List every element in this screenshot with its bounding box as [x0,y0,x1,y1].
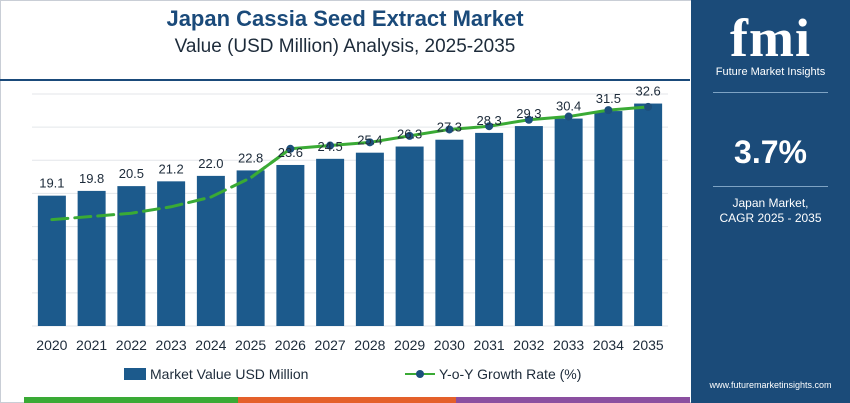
title-divider [0,79,690,81]
value-label-2021: 19.8 [79,171,104,186]
bar-2027 [316,158,345,326]
growth-marker-2027 [326,141,335,150]
value-label-2024: 22.0 [198,156,223,171]
x-tick-2028: 2028 [354,337,385,353]
x-tick-2029: 2029 [394,337,425,353]
cagr-value: 3.7% [734,134,807,170]
growth-line-dashed [50,147,292,222]
footer-segment-purple [456,397,690,403]
x-tick-2027: 2027 [315,337,346,353]
value-label-2026: 23.6 [278,145,303,160]
value-label-2023: 21.2 [158,161,183,176]
x-tick-2024: 2024 [195,337,226,353]
x-tick-2026: 2026 [275,337,306,353]
fmi-logo: fmi [730,8,811,68]
growth-marker-2035 [644,102,653,111]
bar-2030 [435,139,464,326]
bar-2020 [37,195,66,326]
x-tick-2034: 2034 [593,337,624,353]
legend-item-market-value: Market Value USD Million [124,364,308,384]
website-url: www.futuremarketinsights.com [709,380,832,390]
legend-bar-swatch [124,368,146,380]
value-label-2020: 19.1 [39,176,64,191]
footer-segment-orange [238,397,456,403]
logo-tagline: Future Market Insights [715,66,826,78]
x-tick-2033: 2033 [553,337,584,353]
chart-subtitle: Value (USD Million) Analysis, 2025-2035 [174,36,516,57]
growth-marker-2029 [405,131,414,140]
growth-marker-2026 [286,144,295,153]
x-tick-2023: 2023 [156,337,187,353]
bar-2022 [117,186,146,326]
bar-2029 [395,146,424,326]
legend-bar-label: Market Value USD Million [150,366,309,382]
brand-panel: fmi Future Market Insights 3.7% Japan Ma… [691,0,850,403]
value-label-2031: 28.3 [476,113,501,128]
value-label-2022: 20.5 [119,166,144,181]
x-axis-ticks: 2020 2021 2022 2023 2024 2025 2026 2027 2028 2029… [36,337,664,353]
panel-divider-top [713,92,828,93]
value-label-2030: 27.3 [437,120,462,135]
footer-segment-green [24,397,238,403]
chart-title: Japan Cassia Seed Extract Market [166,6,524,31]
value-label-2028: 25.4 [357,133,382,148]
bar-2025 [236,170,265,326]
legend-item-growth-rate: Y-o-Y Growth Rate (%) [405,364,581,384]
bars [37,103,663,327]
value-label-2025: 22.8 [238,150,263,165]
value-label-2035: 32.6 [635,84,660,99]
growth-marker-2030 [445,125,454,134]
bar-2021 [77,190,106,326]
x-tick-2030: 2030 [434,337,465,353]
growth-marker-2033 [564,112,573,121]
bar-2034 [594,111,623,326]
bar-2026 [276,164,305,326]
x-tick-2022: 2022 [116,337,147,353]
value-labels: 19.1 19.8 20.5 21.2 22.0 22.8 23.6 24.5 25.4 26.3… [39,84,661,191]
cagr-caption: Japan Market, CAGR 2025 - 2035 [691,196,850,226]
x-tick-2035: 2035 [633,337,664,353]
growth-marker-2032 [524,115,533,124]
chart-area: 19.1 19.8 20.5 21.2 22.0 22.8 23.6 24.5 25.4 26.3… [32,84,668,353]
cagr-caption-line-1: Japan Market, [732,196,809,210]
bar-2033 [554,118,583,327]
x-tick-2021: 2021 [76,337,107,353]
bar-2028 [355,152,384,326]
growth-marker-2031 [485,122,494,131]
value-label-2033: 30.4 [556,99,581,114]
x-tick-2025: 2025 [235,337,266,353]
growth-marker-2034 [604,106,613,115]
x-tick-2032: 2032 [513,337,544,353]
value-label-2032: 29.3 [516,106,541,121]
cagr-caption-line-2: CAGR 2025 - 2035 [719,211,822,225]
growth-marker-2028 [365,138,374,147]
bar-2031 [475,132,504,326]
value-label-2034: 31.5 [596,91,621,106]
bar-2032 [514,126,543,326]
value-label-2027: 24.5 [317,139,342,154]
x-tick-2031: 2031 [474,337,505,353]
bar-2035 [634,103,663,326]
legend-line-swatch [405,367,435,381]
legend-line-label: Y-o-Y Growth Rate (%) [439,366,582,382]
x-tick-2020: 2020 [36,337,67,353]
value-label-2029: 26.3 [397,127,422,142]
panel-divider-middle [713,186,828,187]
growth-line [50,102,653,222]
